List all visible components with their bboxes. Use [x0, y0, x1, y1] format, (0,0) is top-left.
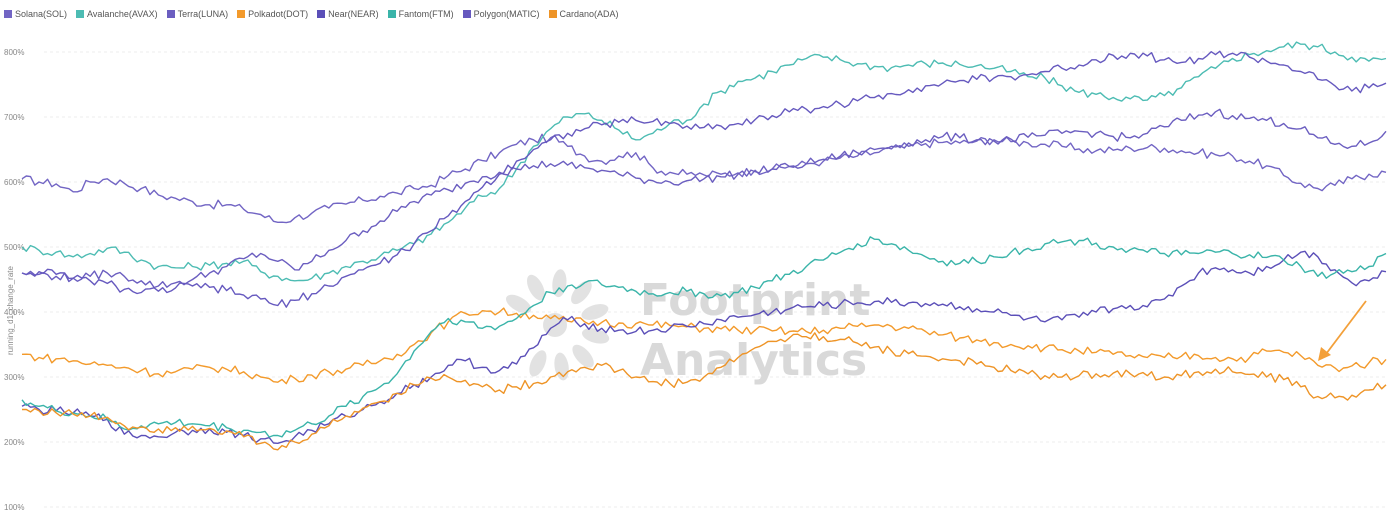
series-lines — [21, 41, 1387, 451]
legend-swatch — [317, 10, 326, 18]
series-line — [21, 236, 1387, 438]
legend-item[interactable]: Polkadot(DOT) — [237, 9, 308, 19]
series-line — [21, 41, 1387, 282]
arrow-head-icon — [1318, 347, 1331, 361]
watermark-text: Footprint — [640, 275, 870, 326]
legend-label: Fantom(FTM) — [398, 9, 454, 19]
y-tick-label: 400% — [4, 308, 24, 317]
y-axis-label: running_d1_change_rate — [6, 265, 15, 355]
arrow-shaft — [1325, 300, 1367, 355]
legend-swatch — [76, 10, 85, 18]
footprint-watermark: Footprint Analytics — [505, 269, 870, 386]
legend-swatch — [4, 10, 12, 18]
legend-item[interactable]: Solana(SOL) — [4, 9, 67, 19]
annotation-arrow — [1318, 300, 1367, 361]
footprint-logo-icon — [505, 269, 610, 381]
legend-label: Avalanche(AVAX) — [87, 9, 158, 19]
grid-lines — [44, 51, 1386, 508]
y-axis-ticks: 100% 200% 300% 400% 500% 600% 700% 800% — [4, 48, 24, 511]
legend-item[interactable]: Polygon(MATIC) — [462, 9, 540, 19]
series-line — [22, 332, 1387, 451]
y-tick-label: 100% — [4, 503, 24, 511]
legend-label: Polkadot(DOT) — [248, 9, 309, 19]
legend-item[interactable]: Fantom(FTM) — [387, 9, 454, 19]
legend-item[interactable]: Avalanche(AVAX) — [76, 9, 158, 19]
legend-item[interactable]: Cardano(ADA) — [548, 9, 619, 19]
y-tick-label: 800% — [4, 48, 24, 57]
legend-swatch — [462, 10, 471, 18]
series-line — [21, 307, 1387, 385]
series-line — [21, 133, 1387, 224]
y-tick-label: 700% — [4, 113, 24, 122]
legend-label: Polygon(MATIC) — [473, 9, 540, 19]
y-tick-label: 600% — [4, 178, 24, 187]
legend-swatch — [166, 10, 175, 18]
legend-item[interactable]: Terra(LUNA) — [166, 9, 229, 19]
legend-label: Solana(SOL) — [15, 9, 68, 19]
y-tick-label: 300% — [4, 373, 24, 382]
series-line — [21, 108, 1387, 289]
legend-label: Cardano(ADA) — [559, 9, 619, 19]
legend-label: Near(NEAR) — [328, 9, 379, 19]
legend-swatch — [387, 10, 396, 18]
y-tick-label: 200% — [4, 438, 24, 447]
legend-swatch — [237, 10, 246, 18]
series-line — [21, 50, 1387, 308]
legend-label: Terra(LUNA) — [177, 9, 229, 19]
chart-legend: Solana(SOL) Avalanche(AVAX) Terra(LUNA) Pol… — [4, 7, 628, 21]
watermark-text: Analytics — [640, 335, 867, 386]
legend-item[interactable]: Near(NEAR) — [317, 9, 379, 19]
legend-swatch — [548, 10, 557, 18]
y-tick-label: 500% — [4, 243, 24, 252]
